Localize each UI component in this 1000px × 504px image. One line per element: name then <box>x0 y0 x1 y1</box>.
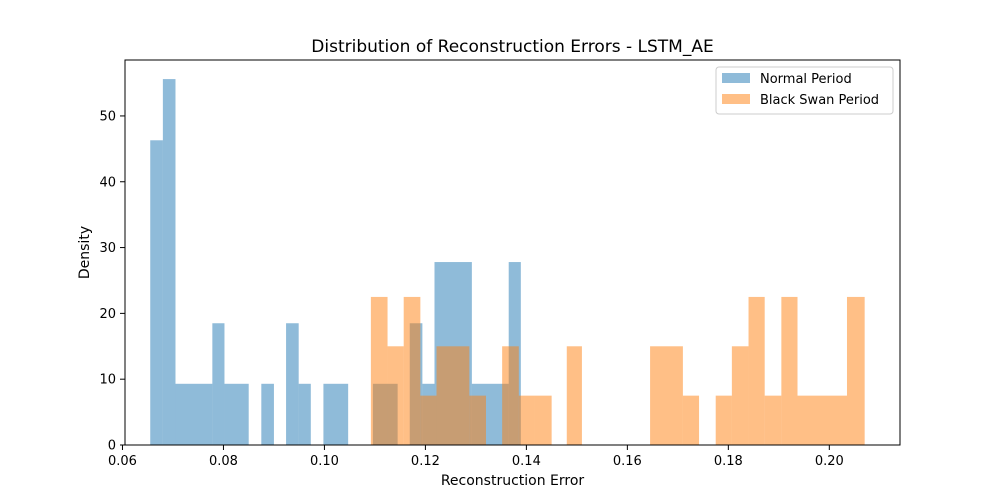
bar-normal-period-6 <box>286 323 299 445</box>
bar-black-swan-period-9 <box>566 346 582 445</box>
bar-black-swan-period-15 <box>764 395 782 445</box>
bar-black-swan-period-5 <box>469 395 486 445</box>
bar-normal-period-2 <box>175 383 213 445</box>
bar-black-swan-period-14 <box>748 296 765 445</box>
y-tick-label: 20 <box>99 307 116 322</box>
x-tick-label: 0.06 <box>108 454 137 469</box>
y-tick-label: 50 <box>99 109 116 124</box>
bar-black-swan-period-0 <box>370 296 388 445</box>
y-tick-label: 40 <box>99 175 116 190</box>
bar-black-swan-period-13 <box>731 346 749 445</box>
bar-black-swan-period-11 <box>682 395 700 445</box>
bar-normal-period-5 <box>261 383 274 445</box>
bar-black-swan-period-4 <box>436 346 470 445</box>
bar-normal-period-3 <box>212 323 225 445</box>
x-tick-label: 0.10 <box>310 454 339 469</box>
legend-swatch-normal-period <box>722 73 750 83</box>
legend-box <box>715 66 894 115</box>
x-tick-label: 0.18 <box>714 454 743 469</box>
y-tick-label: 0 <box>108 439 116 454</box>
bars-layer <box>150 79 865 446</box>
chart-title: Distribution of Reconstruction Errors - … <box>311 37 713 57</box>
bar-black-swan-period-18 <box>846 296 865 445</box>
y-axis: 0 10 20 30 40 50 <box>99 109 125 454</box>
bar-normal-period-8 <box>323 383 349 445</box>
x-tick-label: 0.16 <box>613 454 642 469</box>
legend-swatch-black-swan-period <box>722 94 750 104</box>
x-tick-label: 0.12 <box>411 454 440 469</box>
legend: Normal Period Black Swan Period <box>715 66 894 115</box>
x-tick-label: 0.08 <box>209 454 238 469</box>
x-axis-label: Reconstruction Error <box>441 473 585 489</box>
y-tick-label: 30 <box>99 241 116 256</box>
bar-black-swan-period-1 <box>387 346 404 445</box>
bar-black-swan-period-3 <box>420 395 437 445</box>
x-tick-label: 0.20 <box>815 454 844 469</box>
legend-label-normal-period: Normal Period <box>760 72 852 87</box>
legend-label-black-swan-period: Black Swan Period <box>760 93 879 108</box>
y-tick-label: 10 <box>99 373 116 388</box>
bar-normal-period-7 <box>298 383 311 445</box>
x-tick-label: 0.14 <box>512 454 541 469</box>
bar-normal-period-1 <box>162 79 176 445</box>
bar-black-swan-period-16 <box>781 296 798 445</box>
bar-black-swan-period-2 <box>403 296 421 445</box>
bar-black-swan-period-10 <box>650 346 683 445</box>
bar-black-swan-period-6 <box>502 346 519 445</box>
bar-black-swan-period-17 <box>797 395 847 445</box>
x-axis: 0.06 0.08 0.10 0.12 0.14 0.16 0.18 0.20 <box>108 445 844 469</box>
bar-black-swan-period-8 <box>534 395 552 445</box>
plot-frame <box>124 59 901 446</box>
bar-black-swan-period-12 <box>715 395 732 445</box>
bar-normal-period-4 <box>224 383 249 445</box>
bar-normal-period-0 <box>150 140 163 446</box>
bar-black-swan-period-7 <box>518 395 535 445</box>
y-axis-label: Density <box>77 226 93 279</box>
